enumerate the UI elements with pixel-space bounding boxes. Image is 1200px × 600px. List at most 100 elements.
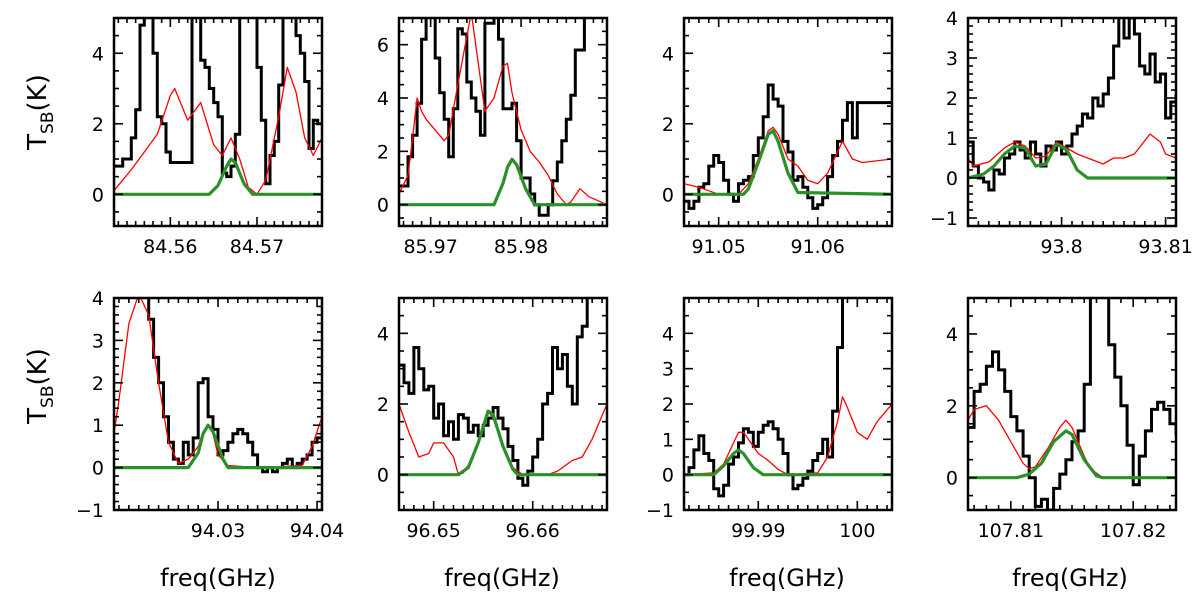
y-tick-label: 1 [662,429,674,451]
row-labels: TSB(K) TSB(K) [23,74,58,425]
y-tick-label: 4 [662,43,674,65]
y-tick-label: 0 [377,465,389,487]
observed-spectrum-line [399,298,589,487]
y-tick-label: 4 [377,88,389,110]
y-tick-label: 4 [92,288,104,310]
plot-area [399,298,607,487]
y-tick-label: 1 [946,128,958,150]
plot-area [684,83,892,210]
y-tick-label: 0 [662,465,674,487]
observed-spectrum-line [968,298,1176,510]
x-tick-label: 91.06 [791,236,845,258]
y-tick-label: 0 [946,468,958,490]
total-model-line [399,18,607,206]
species-model-line [114,157,322,196]
y-tick-label: 4 [377,323,389,345]
plot-area [114,18,322,196]
panel-frame [966,296,1178,512]
x-tick-label: 96.66 [506,520,560,542]
x-tick-label: 94.04 [290,520,344,542]
x-tick-label: 84.57 [230,236,284,258]
y-tick-label: 2 [92,373,104,395]
y-tick-label: 4 [946,324,958,346]
plot-area [114,298,322,474]
total-model-line [114,66,322,195]
observed-spectrum-line [399,18,586,217]
x-axis-title-col-4: freq(GHz) [1012,564,1128,592]
species-model-line [114,423,322,470]
panel-frame [397,296,609,512]
total-model-line [399,403,607,476]
x-tick-label: 99.99 [731,520,785,542]
panels: 84.56 84.57 0 2 4 85.97 85.98 0 2 4 6 91.05 91.06 0 2 4… [76,8,1193,542]
y-tick-label: 2 [377,394,389,416]
plot-area [399,18,607,217]
y-tick-label: 3 [92,330,104,352]
y-tick-label: 2 [377,141,389,163]
y-tick-label: 3 [946,48,958,70]
panel-6: 96.65 96.66 0 2 4 [377,296,609,542]
panel-3: 91.05 91.06 0 2 4 [662,16,894,258]
observed-spectrum-line [968,18,1176,192]
y-tick-label: 2 [662,394,674,416]
x-tick-label: 107.81 [978,520,1044,542]
x-tick-label: 85.98 [494,236,548,258]
y-tick-label: 2 [946,88,958,110]
panel-4: 93.8 93.81 −1 0 1 2 3 4 [930,8,1193,258]
x-tick-label: 91.05 [691,236,745,258]
plot-area [968,18,1176,192]
species-model-line [399,157,607,207]
x-tick-label: 93.8 [1040,236,1082,258]
y-tick-label: 2 [92,114,104,136]
y-tick-label: −1 [76,500,104,522]
x-tick-label: 84.56 [143,236,197,258]
panel-frame [966,16,1178,228]
x-axis-titles: freq(GHz) freq(GHz) freq(GHz) freq(GHz) [160,564,1128,592]
x-axis-title-col-2: freq(GHz) [444,564,560,592]
panel-frame [112,296,324,512]
species-model-line [399,409,607,477]
total-model-line [968,133,1176,167]
plot-area [968,298,1176,510]
species-model-line [684,448,892,477]
y-tick-label: −1 [646,500,674,522]
observed-spectrum-line [684,298,844,498]
x-axis-title-col-1: freq(GHz) [160,564,276,592]
panel-2: 85.97 85.98 0 2 4 6 [377,16,609,258]
y-tick-label: 4 [662,323,674,345]
y-tick-label: 2 [662,114,674,136]
y-tick-label: 0 [662,184,674,206]
x-axis-title-col-3: freq(GHz) [729,564,845,592]
panel-5: 94.03 94.04 −1 0 1 2 3 4 [76,288,344,542]
x-tick-label: 100 [839,520,875,542]
y-tick-label: 4 [92,43,104,65]
panel-7: 99.99 100 −1 0 1 2 3 4 [646,296,894,542]
y-tick-label: 4 [946,8,958,30]
panel-8: 107.81 107.82 0 2 4 [946,296,1178,542]
y-tick-label: −1 [930,208,958,230]
plot-area [684,298,892,498]
species-model-line [968,429,1176,480]
panel-frame [682,16,894,228]
y-tick-label: 6 [377,35,389,57]
x-tick-label: 96.65 [406,520,460,542]
y-tick-label: 0 [946,168,958,190]
y-axis-title-row-1: TSB(K) [23,74,58,151]
x-tick-label: 93.81 [1138,236,1192,258]
y-tick-label: 2 [946,396,958,418]
y-tick-label: 0 [92,458,104,480]
observed-spectrum-line [114,18,322,186]
y-tick-label: 0 [377,195,389,217]
y-axis-title-row-2: TSB(K) [23,348,58,425]
x-tick-label: 107.82 [1100,520,1166,542]
panel-frame [682,296,894,512]
y-tick-label: 1 [92,415,104,437]
total-model-line [684,396,892,476]
panel-frame [397,16,609,228]
panel-1: 84.56 84.57 0 2 4 [92,16,324,258]
observed-spectrum-line [684,83,892,210]
x-tick-label: 94.03 [191,520,245,542]
species-model-line [684,129,892,196]
y-tick-label: 3 [662,359,674,381]
